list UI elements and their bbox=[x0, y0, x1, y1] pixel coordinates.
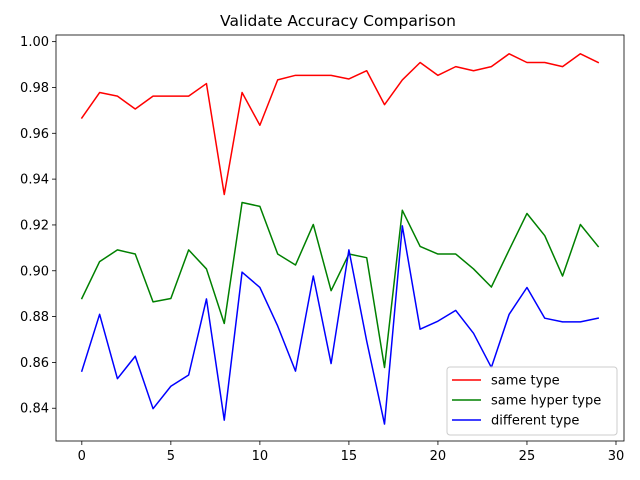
x-tick-label: 0 bbox=[78, 449, 86, 464]
series-group bbox=[80, 53, 600, 425]
y-tick-label: 0.92 bbox=[20, 218, 49, 233]
y-tick-label: 0.90 bbox=[20, 264, 49, 279]
y-tick-label: 0.84 bbox=[20, 402, 49, 417]
chart-title: Validate Accuracy Comparison bbox=[220, 12, 456, 30]
x-tick-label: 20 bbox=[430, 449, 447, 464]
legend-label: same type bbox=[491, 374, 560, 389]
legend-items: same type same hyper type different type bbox=[452, 374, 601, 429]
legend-box bbox=[446, 366, 618, 436]
legend-label: different type bbox=[491, 414, 579, 429]
x-axis: 0 5 10 15 20 25 30 bbox=[78, 441, 625, 464]
plot-area bbox=[55, 34, 625, 442]
legend-label: same hyper type bbox=[491, 394, 601, 409]
x-tick-label: 30 bbox=[608, 449, 625, 464]
legend: same type same hyper type different type bbox=[446, 366, 618, 436]
x-tick-label: 15 bbox=[341, 449, 358, 464]
x-tick-label: 10 bbox=[252, 449, 269, 464]
x-tick-label: 5 bbox=[167, 449, 175, 464]
series-line-same-hyper-type bbox=[80, 201, 600, 369]
y-tick-label: 0.88 bbox=[20, 310, 49, 325]
y-tick-label: 0.98 bbox=[20, 81, 49, 96]
y-tick-label: 0.96 bbox=[20, 127, 49, 142]
x-tick-label: 25 bbox=[519, 449, 536, 464]
series-line-different-type bbox=[80, 225, 600, 425]
y-tick-label: 0.94 bbox=[20, 173, 49, 188]
series-line-same-type bbox=[80, 53, 600, 196]
y-tick-label: 0.86 bbox=[20, 356, 49, 371]
axes-frame bbox=[55, 34, 625, 442]
y-tick-label: 1.00 bbox=[20, 35, 49, 50]
y-axis: 0.84 0.86 0.88 0.90 0.92 0.94 0.96 0.98 1.00 bbox=[20, 35, 56, 417]
